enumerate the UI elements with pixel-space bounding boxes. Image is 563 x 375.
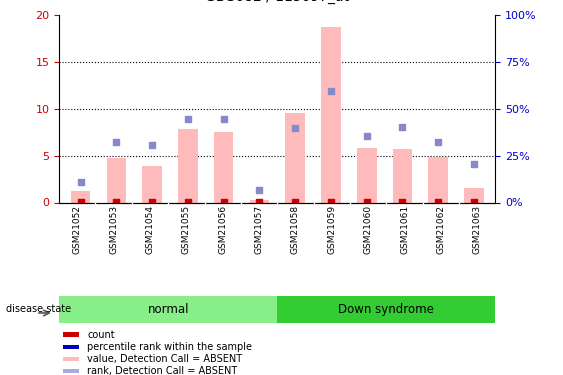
Text: GSM21060: GSM21060 xyxy=(364,205,373,254)
Bar xyxy=(428,157,448,203)
Bar xyxy=(64,345,79,349)
Point xyxy=(112,139,121,145)
Text: GDS682 / 115097_at: GDS682 / 115097_at xyxy=(205,0,349,4)
Text: GSM21059: GSM21059 xyxy=(327,205,336,254)
Point xyxy=(398,199,407,205)
Text: GSM21056: GSM21056 xyxy=(218,205,227,254)
Point xyxy=(219,116,228,122)
Bar xyxy=(64,332,79,337)
Bar xyxy=(59,296,277,323)
Bar xyxy=(464,188,484,202)
Text: disease state: disease state xyxy=(6,304,71,314)
Text: GSM21053: GSM21053 xyxy=(109,205,118,254)
Bar xyxy=(106,158,126,203)
Point xyxy=(362,133,371,139)
Point xyxy=(76,179,85,185)
Bar xyxy=(64,357,79,361)
Text: rank, Detection Call = ABSENT: rank, Detection Call = ABSENT xyxy=(87,366,238,375)
Text: percentile rank within the sample: percentile rank within the sample xyxy=(87,342,252,352)
Bar xyxy=(285,112,305,202)
Text: GSM21052: GSM21052 xyxy=(73,205,82,254)
Bar xyxy=(278,296,495,323)
Point xyxy=(434,139,443,145)
Point xyxy=(327,199,336,205)
Bar xyxy=(64,369,79,374)
Point xyxy=(255,199,264,205)
Point xyxy=(255,188,264,194)
Text: GSM21058: GSM21058 xyxy=(291,205,300,254)
Point xyxy=(470,199,479,205)
Bar xyxy=(321,27,341,202)
Point xyxy=(184,199,193,205)
Point xyxy=(112,199,121,205)
Point xyxy=(148,142,157,148)
Point xyxy=(219,199,228,205)
Bar xyxy=(178,129,198,203)
Point xyxy=(76,199,85,205)
Point xyxy=(398,124,407,130)
Bar xyxy=(249,200,269,202)
Bar xyxy=(214,132,234,202)
Text: normal: normal xyxy=(148,303,189,316)
Text: GSM21055: GSM21055 xyxy=(182,205,191,254)
Text: value, Detection Call = ABSENT: value, Detection Call = ABSENT xyxy=(87,354,243,364)
Point xyxy=(434,199,443,205)
Text: GSM21062: GSM21062 xyxy=(436,205,445,254)
Text: GSM21054: GSM21054 xyxy=(145,205,154,254)
Text: GSM21061: GSM21061 xyxy=(400,205,409,254)
Text: Down syndrome: Down syndrome xyxy=(338,303,434,316)
Point xyxy=(184,116,193,122)
Point xyxy=(291,199,300,205)
Point xyxy=(291,124,300,130)
Point xyxy=(470,161,479,167)
Point xyxy=(148,199,157,205)
Bar xyxy=(71,191,91,202)
Bar xyxy=(392,149,412,202)
Bar xyxy=(142,166,162,202)
Bar xyxy=(357,148,377,202)
Text: count: count xyxy=(87,330,115,340)
Point xyxy=(327,88,336,94)
Text: GSM21063: GSM21063 xyxy=(473,205,482,254)
Text: GSM21057: GSM21057 xyxy=(254,205,263,254)
Point xyxy=(362,199,371,205)
